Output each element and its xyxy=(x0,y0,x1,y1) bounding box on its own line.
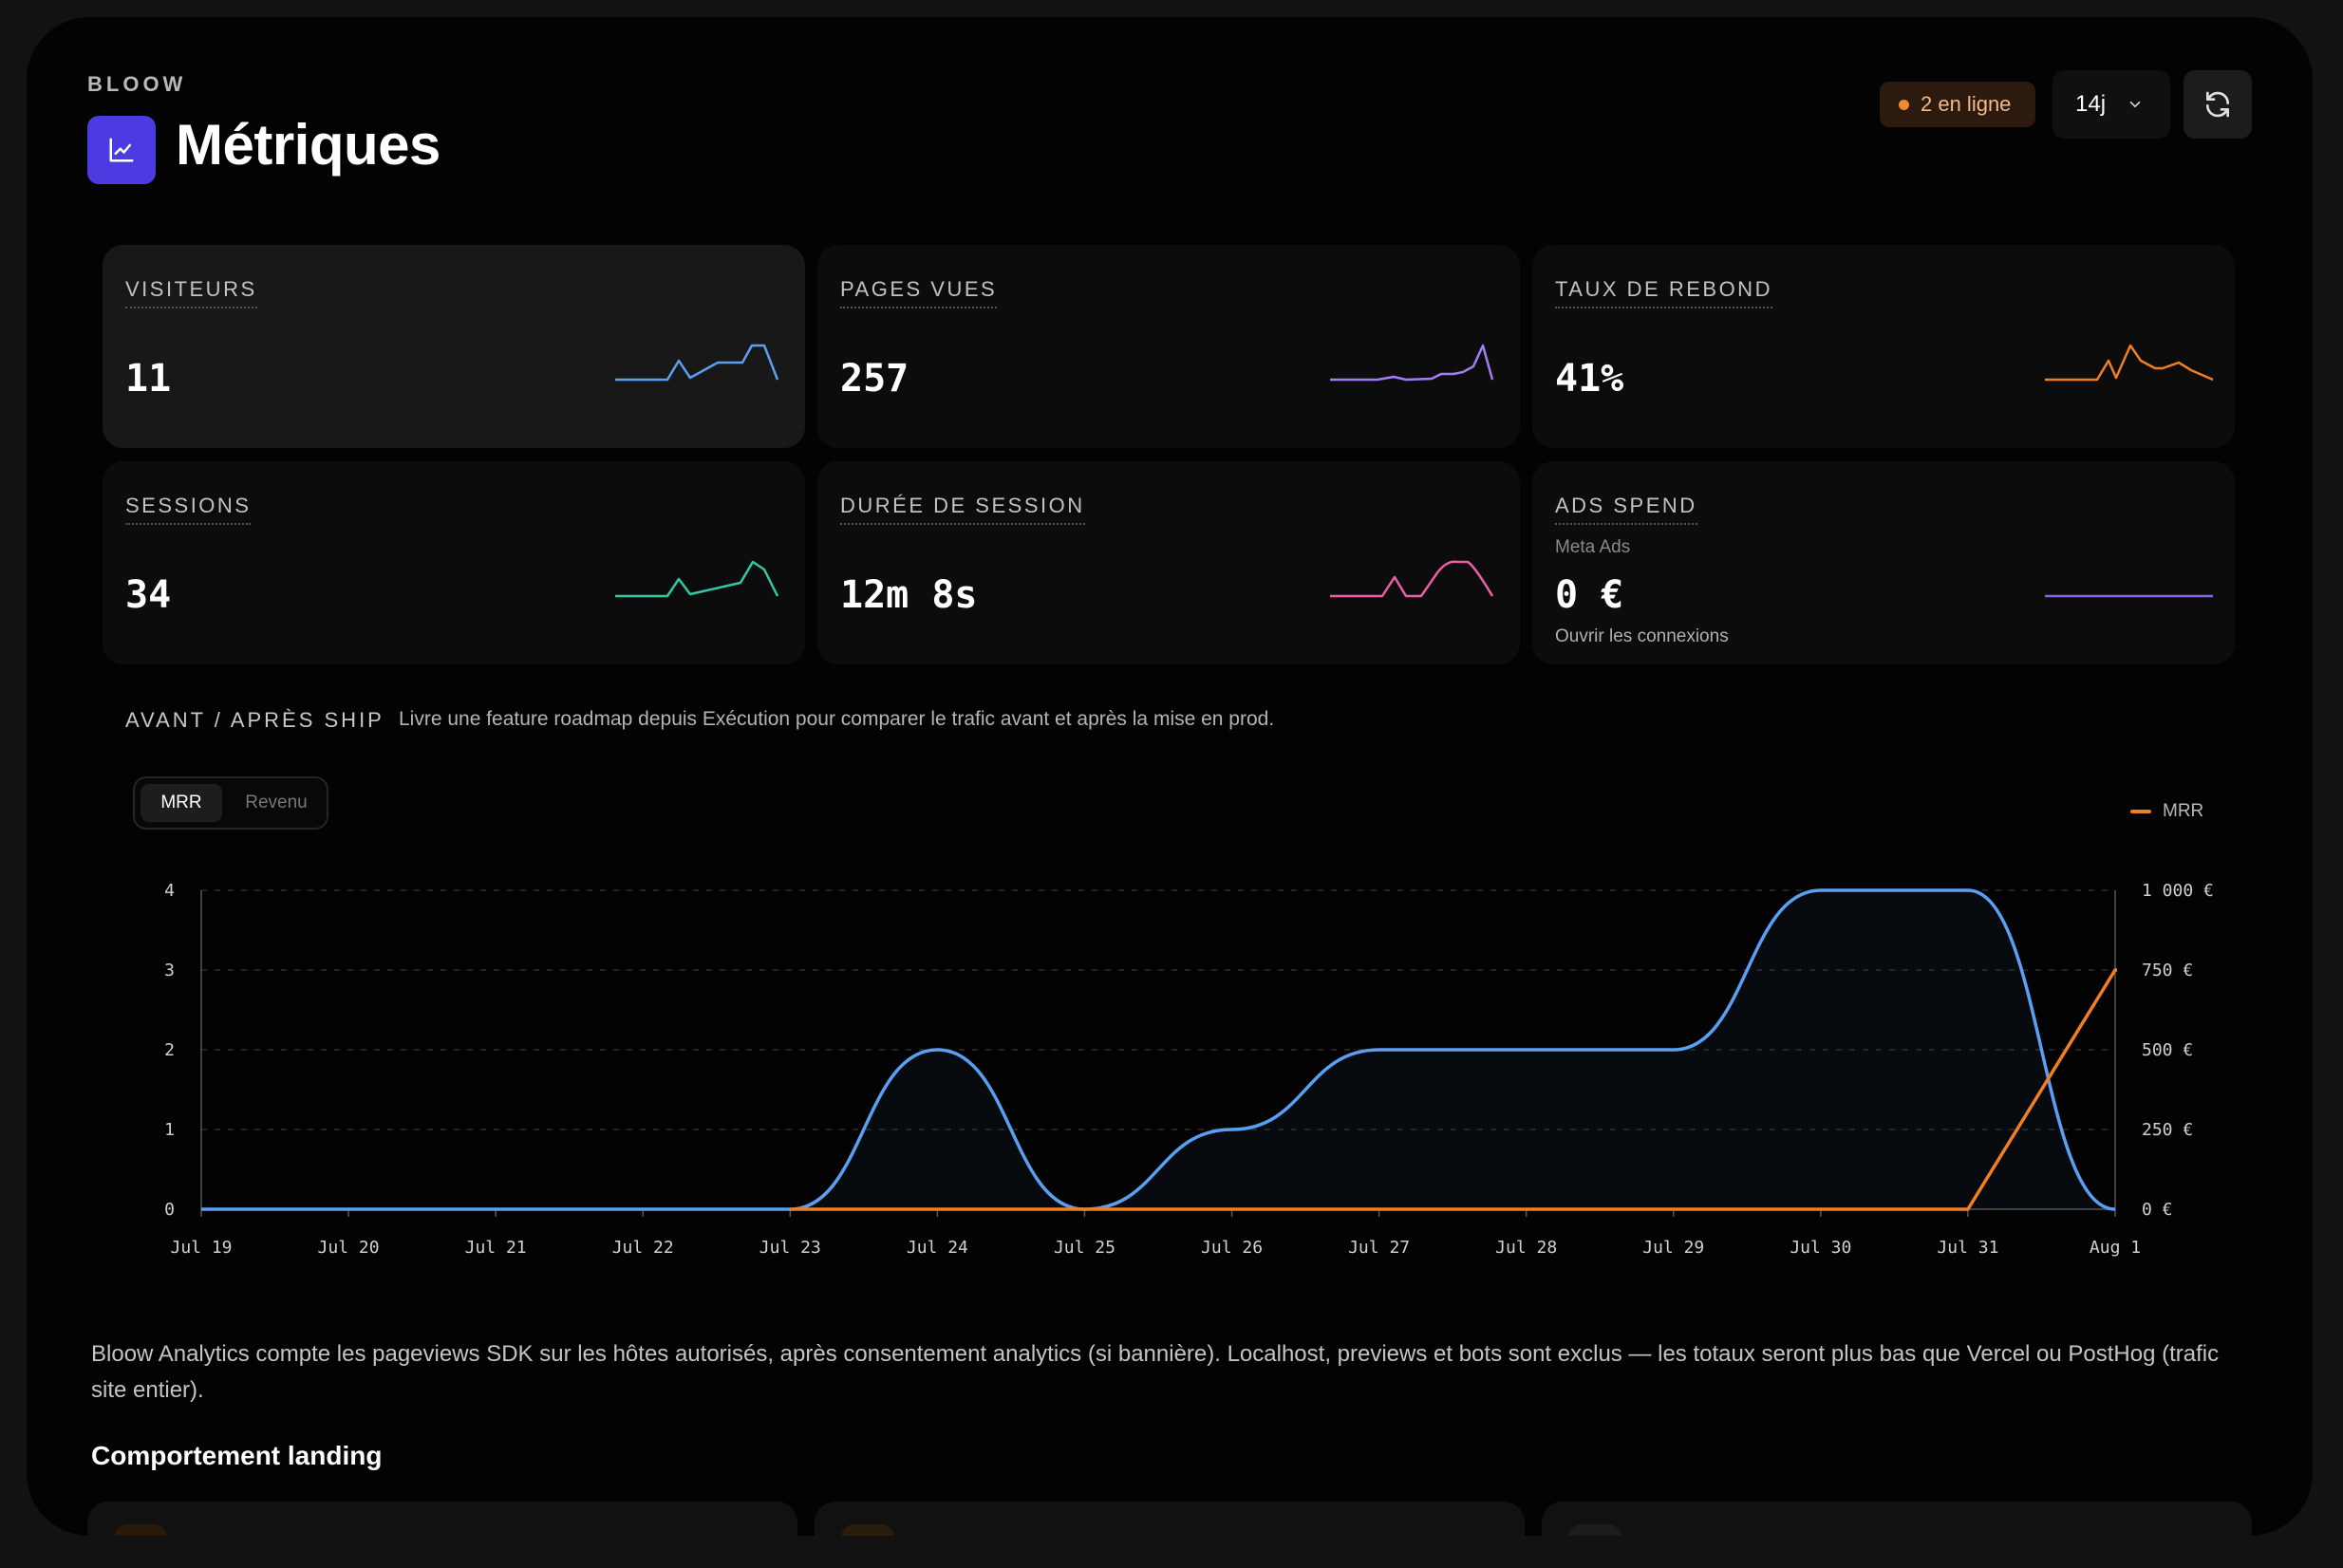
stat-label: ADS SPEND xyxy=(1555,494,1697,525)
ship-section-description: Livre une feature roadmap depuis Exécuti… xyxy=(399,708,1275,730)
brand-name: BLOOW xyxy=(87,72,187,96)
landing-card[interactable] xyxy=(815,1502,1525,1536)
range-select[interactable]: 14j xyxy=(2052,70,2170,139)
y-left-tick-label: 0 xyxy=(164,1200,175,1220)
x-tick-label: Jul 30 xyxy=(1790,1238,1851,1258)
bounce-sparkline xyxy=(2045,344,2214,382)
y-left-tick-label: 4 xyxy=(164,881,175,901)
pageviews-sparkline-line xyxy=(1330,344,1494,382)
visitors-sparkline-line xyxy=(615,344,779,382)
analytics-info-text: Bloow Analytics compte les pageviews SDK… xyxy=(91,1341,2220,1403)
y-right-tick-label: 1 000 € xyxy=(2142,881,2214,901)
stat-value: 257 xyxy=(840,357,909,401)
y-right-tick-label: 750 € xyxy=(2142,961,2193,980)
duration-sparkline xyxy=(1330,560,1494,598)
visitors-sparkline xyxy=(615,344,779,382)
x-tick-label: Jul 20 xyxy=(318,1238,380,1258)
x-tick-label: Jul 28 xyxy=(1495,1238,1557,1258)
legend-label: MRR xyxy=(2163,801,2204,821)
stat-card-session-duration[interactable]: DURÉE DE SESSION 12m 8s xyxy=(817,461,1520,664)
stat-card-bounce-rate[interactable]: TAUX DE REBOND 41% xyxy=(1532,245,2235,448)
refresh-button[interactable] xyxy=(2184,70,2252,139)
range-value: 14j xyxy=(2075,91,2107,117)
refresh-icon xyxy=(2206,91,2229,118)
x-tick-label: Jul 21 xyxy=(465,1238,527,1258)
stat-label: SESSIONS xyxy=(125,494,252,525)
stat-card-visitors[interactable]: VISITEURS 11 xyxy=(103,245,805,448)
landing-card[interactable] xyxy=(1542,1502,2252,1536)
stat-value: 34 xyxy=(125,573,172,617)
landing-section-title: Comportement landing xyxy=(91,1441,383,1470)
landing-card-icon xyxy=(114,1524,167,1536)
page-title: Métriques xyxy=(176,113,440,177)
x-tick-label: Jul 23 xyxy=(759,1238,821,1258)
x-tick-label: Aug 1 xyxy=(2090,1238,2141,1258)
stat-label: TAUX DE REBOND xyxy=(1555,277,1772,308)
ship-section-title: AVANT / APRÈS SHIP xyxy=(125,708,384,732)
y-left-tick-label: 1 xyxy=(164,1120,175,1140)
ship-chart: 0 1 2 3 4 0 € 250 € 500 € 750 € 1 000 € Jul 19 Jul … xyxy=(164,881,2214,1258)
stat-label: DURÉE DE SESSION xyxy=(840,494,1085,525)
landing-card-icon xyxy=(1568,1524,1621,1536)
chart-logo-icon xyxy=(87,116,156,184)
toggle-mrr[interactable]: MRR xyxy=(141,784,222,822)
x-tick-label: Jul 29 xyxy=(1642,1238,1704,1258)
pageviews-sparkline xyxy=(1330,344,1494,382)
metric-toggle: MRR Revenu xyxy=(133,776,328,830)
online-dot-icon xyxy=(1899,99,1909,110)
sessions-sparkline xyxy=(615,560,779,598)
landing-card-icon xyxy=(841,1524,894,1536)
x-tick-label: Jul 27 xyxy=(1348,1238,1410,1258)
online-count: 2 en ligne xyxy=(1921,92,2012,116)
stat-value: 12m 8s xyxy=(840,573,978,617)
toggle-revenue[interactable]: Revenu xyxy=(245,793,308,812)
stat-value: 41% xyxy=(1555,357,1624,401)
visitors-area xyxy=(201,890,2115,1209)
stat-sub: Meta Ads xyxy=(1555,537,1631,557)
stat-card-pageviews[interactable]: PAGES VUES 257 xyxy=(817,245,1520,448)
stat-value: 0 € xyxy=(1555,573,1624,617)
x-tick-label: Jul 24 xyxy=(907,1238,968,1258)
open-connections-link[interactable]: Ouvrir les connexions xyxy=(1555,626,1729,646)
stat-label: VISITEURS xyxy=(125,277,257,308)
chevron-down-icon xyxy=(2129,101,2141,108)
y-left-tick-label: 2 xyxy=(164,1040,175,1060)
y-right-tick-label: 500 € xyxy=(2142,1040,2193,1060)
online-status-badge: 2 en ligne xyxy=(1880,82,2035,127)
x-tick-label: Jul 26 xyxy=(1201,1238,1263,1258)
mrr-series-line xyxy=(790,968,2117,1211)
landing-card[interactable] xyxy=(87,1502,797,1536)
x-tick-label: Jul 22 xyxy=(612,1238,674,1258)
app-panel: BLOOW Métriques 2 en ligne 14j VISITEURS… xyxy=(27,17,2313,1536)
stat-label: PAGES VUES xyxy=(840,277,998,308)
legend-swatch xyxy=(2130,810,2151,813)
y-left-tick-label: 3 xyxy=(164,961,175,980)
visitors-series-line xyxy=(201,888,2116,1211)
stat-card-ads-spend[interactable]: ADS SPEND Meta Ads 0 € Ouvrir les connex… xyxy=(1532,461,2235,664)
bounce-sparkline-line xyxy=(2045,344,2214,382)
sessions-sparkline-line xyxy=(615,560,779,598)
y-right-tick-label: 0 € xyxy=(2142,1200,2173,1220)
x-tick-label: Jul 19 xyxy=(170,1238,232,1258)
y-right-tick-label: 250 € xyxy=(2142,1120,2193,1140)
chart-legend: MRR xyxy=(2130,801,2203,822)
stat-card-sessions[interactable]: SESSIONS 34 xyxy=(103,461,805,664)
x-tick-label: Jul 31 xyxy=(1937,1238,1998,1258)
duration-sparkline-line xyxy=(1330,560,1494,598)
ads-sparkline xyxy=(2045,594,2213,598)
x-tick-label: Jul 25 xyxy=(1054,1238,1115,1258)
stat-value: 11 xyxy=(125,357,172,401)
